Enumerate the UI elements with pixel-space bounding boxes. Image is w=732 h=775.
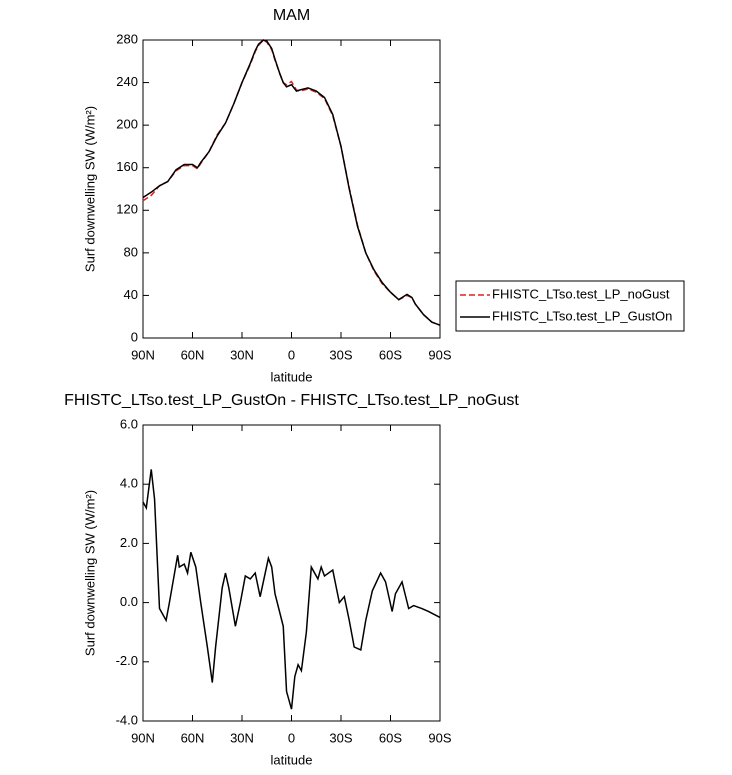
y-tick-label: -2.0 xyxy=(116,653,138,668)
x-tick-label: 90N xyxy=(131,347,155,362)
y-tick-label: 240 xyxy=(116,74,138,89)
x-tick-label: 60S xyxy=(379,347,402,362)
x-tick-label: 90S xyxy=(428,730,451,745)
y-tick-label: 160 xyxy=(116,159,138,174)
y-tick-label: 200 xyxy=(116,117,138,132)
x-tick-label: 0 xyxy=(288,347,295,362)
y-tick-label: 6.0 xyxy=(120,416,138,431)
y-tick-label: 120 xyxy=(116,202,138,217)
y-tick-label: 40 xyxy=(124,287,138,302)
x-tick-label: 30N xyxy=(230,347,254,362)
series-line xyxy=(142,39,441,326)
y-axis-label: Surf downwelling SW (W/m²) xyxy=(82,490,97,656)
x-axis-label: latitude xyxy=(271,752,313,767)
x-tick-label: 0 xyxy=(288,730,295,745)
legend-box xyxy=(455,280,685,332)
y-tick-label: 280 xyxy=(116,31,138,46)
x-axis-label: latitude xyxy=(271,369,313,384)
x-tick-label: 60S xyxy=(379,730,402,745)
y-tick-label: 4.0 xyxy=(120,476,138,491)
y-axis-label: Surf downwelling SW (W/m²) xyxy=(82,106,97,272)
x-tick-label: 30N xyxy=(230,730,254,745)
chart-title: FHISTC_LTso.test_LP_GustOn - FHISTC_LTso… xyxy=(64,392,519,409)
legend-label: FHISTC_LTso.test_LP_GustOn xyxy=(492,308,672,323)
chart-title: MAM xyxy=(273,7,310,24)
series-line xyxy=(142,469,441,710)
x-tick-label: 30S xyxy=(329,730,352,745)
x-tick-label: 30S xyxy=(329,347,352,362)
x-tick-label: 90S xyxy=(428,347,451,362)
x-tick-label: 90N xyxy=(131,730,155,745)
y-tick-label: 0.0 xyxy=(120,594,138,609)
y-tick-label: 80 xyxy=(124,244,138,259)
x-tick-label: 60N xyxy=(181,730,205,745)
y-tick-label: 0 xyxy=(131,329,138,344)
legend-label: FHISTC_LTso.test_LP_noGust xyxy=(492,286,670,301)
series-line xyxy=(142,39,441,326)
y-tick-label: 2.0 xyxy=(120,535,138,550)
x-tick-label: 60N xyxy=(181,347,205,362)
y-tick-label: -4.0 xyxy=(116,712,138,727)
